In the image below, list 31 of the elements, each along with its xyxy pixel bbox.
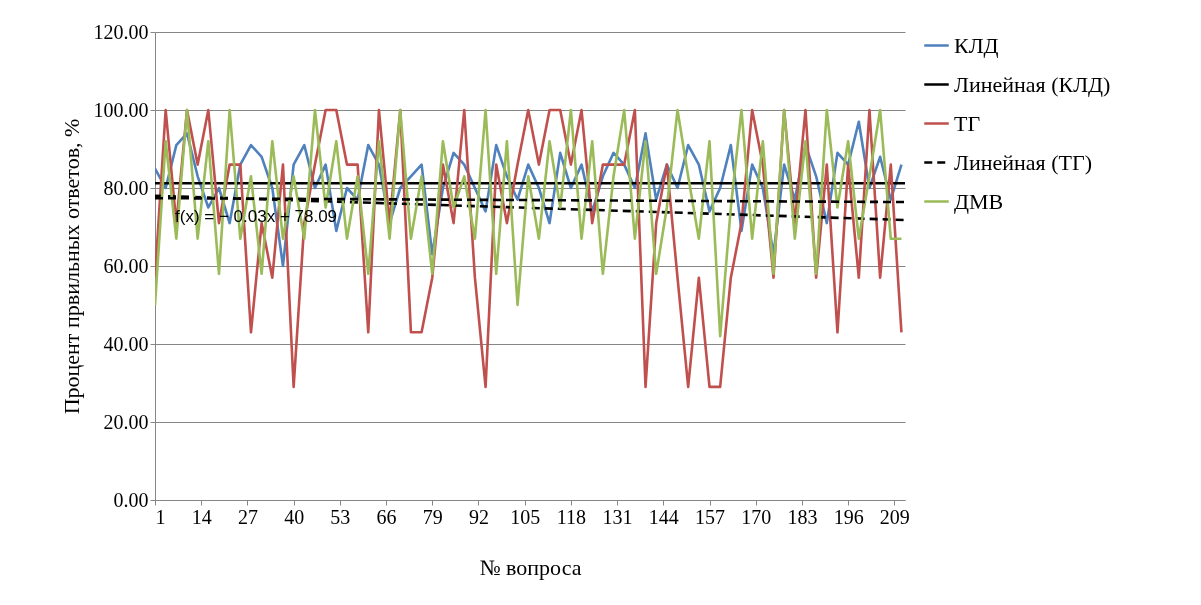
x-tick-label: 14 <box>191 505 212 528</box>
x-tick-label: 105 <box>510 505 541 528</box>
x-tick-label: 1 <box>155 505 166 528</box>
x-tick-label: 196 <box>833 505 864 528</box>
x-tick-label: 79 <box>422 505 443 528</box>
x-tick-label: 53 <box>330 505 351 528</box>
x-tick-label: 92 <box>468 505 489 528</box>
legend-label: Линейная (КЛД) <box>954 71 1111 97</box>
y-tick-label: 20.00 <box>103 410 149 433</box>
y-axis-title: Процент првильных ответов, % <box>58 118 84 415</box>
legend-label: ТГ <box>954 110 981 136</box>
y-tick-label: 80.00 <box>103 176 149 199</box>
legend-label: КЛД <box>954 32 999 58</box>
x-tick-label: 27 <box>237 505 258 528</box>
x-tick-label: 66 <box>376 505 397 528</box>
legend-label: Линейная (ТГ) <box>954 149 1092 175</box>
x-tick-label: 40 <box>284 505 305 528</box>
x-tick-label: 157 <box>695 505 725 528</box>
x-tick-label: 183 <box>787 505 818 528</box>
x-tick-label: 144 <box>648 505 679 528</box>
y-tick-label: 0.00 <box>113 488 149 511</box>
x-axis-title: № вопроса <box>479 554 582 580</box>
y-tick-label: 60.00 <box>103 254 149 277</box>
x-tick-label: 209 <box>879 505 910 528</box>
x-tick-label: 170 <box>741 505 772 528</box>
legend-label: ДМВ <box>954 188 1004 214</box>
y-tick-label: 120.00 <box>93 20 149 43</box>
x-tick-label: 118 <box>556 505 587 528</box>
y-tick-label: 100.00 <box>93 98 149 121</box>
y-tick-label: 40.00 <box>103 332 149 355</box>
x-tick-label: 131 <box>602 505 633 528</box>
